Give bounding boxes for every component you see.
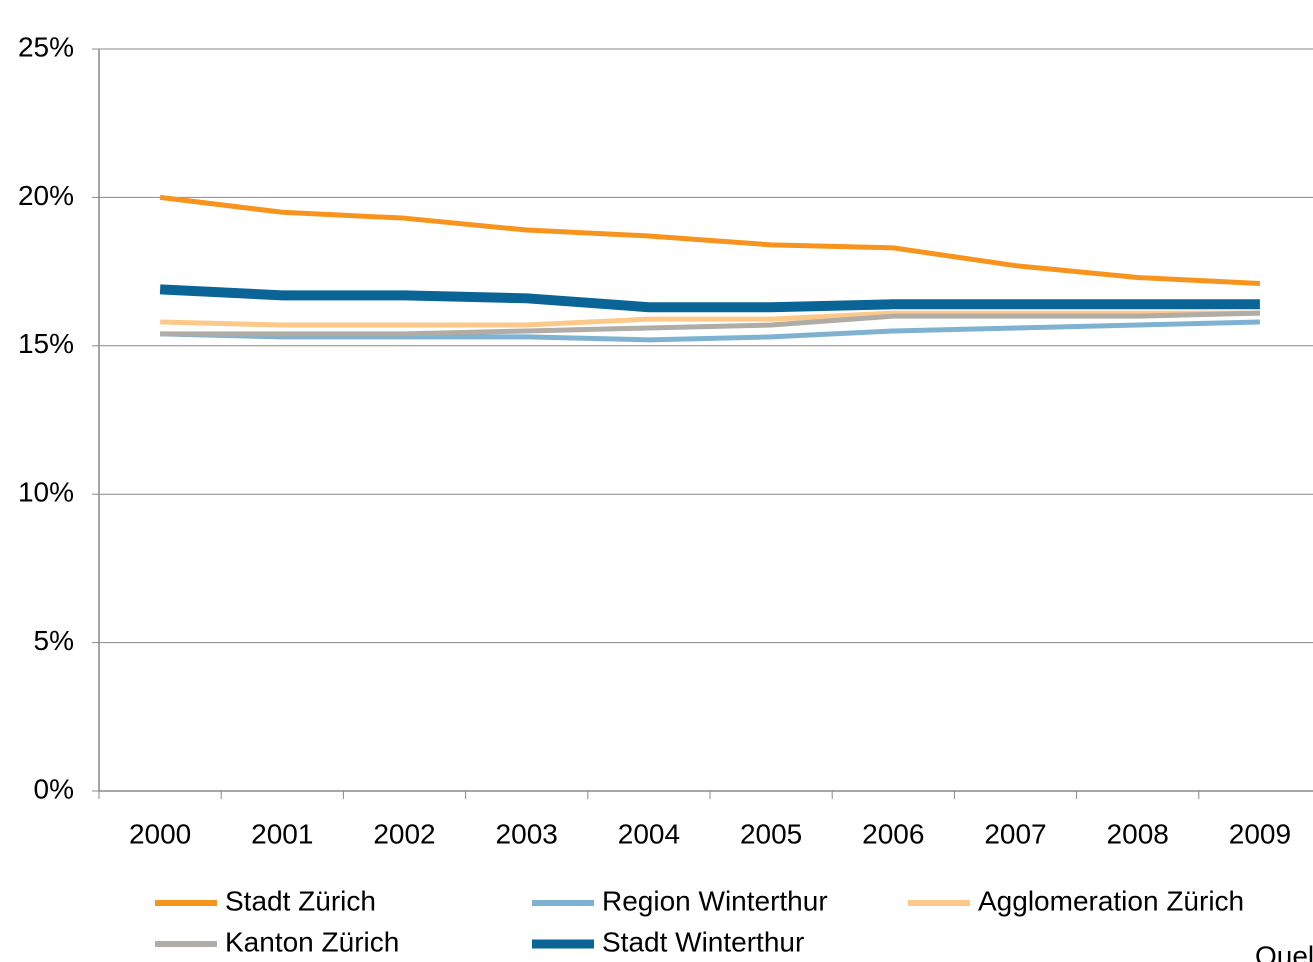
y-tick-label: 20% (18, 180, 74, 211)
x-tick-label: 2007 (984, 818, 1046, 849)
series-line (159, 284, 1260, 313)
legend-label: Agglomeration Zürich (978, 885, 1244, 916)
legend-label: Stadt Zürich (225, 885, 376, 916)
legend-label: Stadt Winterthur (602, 926, 804, 957)
series-line (160, 319, 1260, 343)
y-tick-label: 15% (18, 328, 74, 359)
x-tick-label: 2004 (618, 818, 680, 849)
y-tick-label: 0% (34, 773, 74, 804)
series-line (160, 310, 1260, 328)
legend-label: Region Winterthur (602, 885, 828, 916)
source-note: Quel (1255, 940, 1313, 962)
x-tick-label: 2000 (129, 818, 191, 849)
x-tick-label: 2003 (496, 818, 558, 849)
series-line (160, 310, 1260, 337)
x-tick-label: 2001 (251, 818, 313, 849)
x-tick-label: 2009 (1229, 818, 1291, 849)
x-tick-label: 2006 (862, 818, 924, 849)
legend-label: Kanton Zürich (225, 926, 399, 957)
x-tick-label: 2005 (740, 818, 802, 849)
y-tick-label: 5% (34, 625, 74, 656)
y-tick-label: 25% (18, 31, 74, 62)
x-tick-label: 2008 (1107, 818, 1169, 849)
y-tick-label: 10% (18, 477, 74, 508)
series-line (159, 194, 1261, 286)
x-tick-label: 2002 (373, 818, 435, 849)
